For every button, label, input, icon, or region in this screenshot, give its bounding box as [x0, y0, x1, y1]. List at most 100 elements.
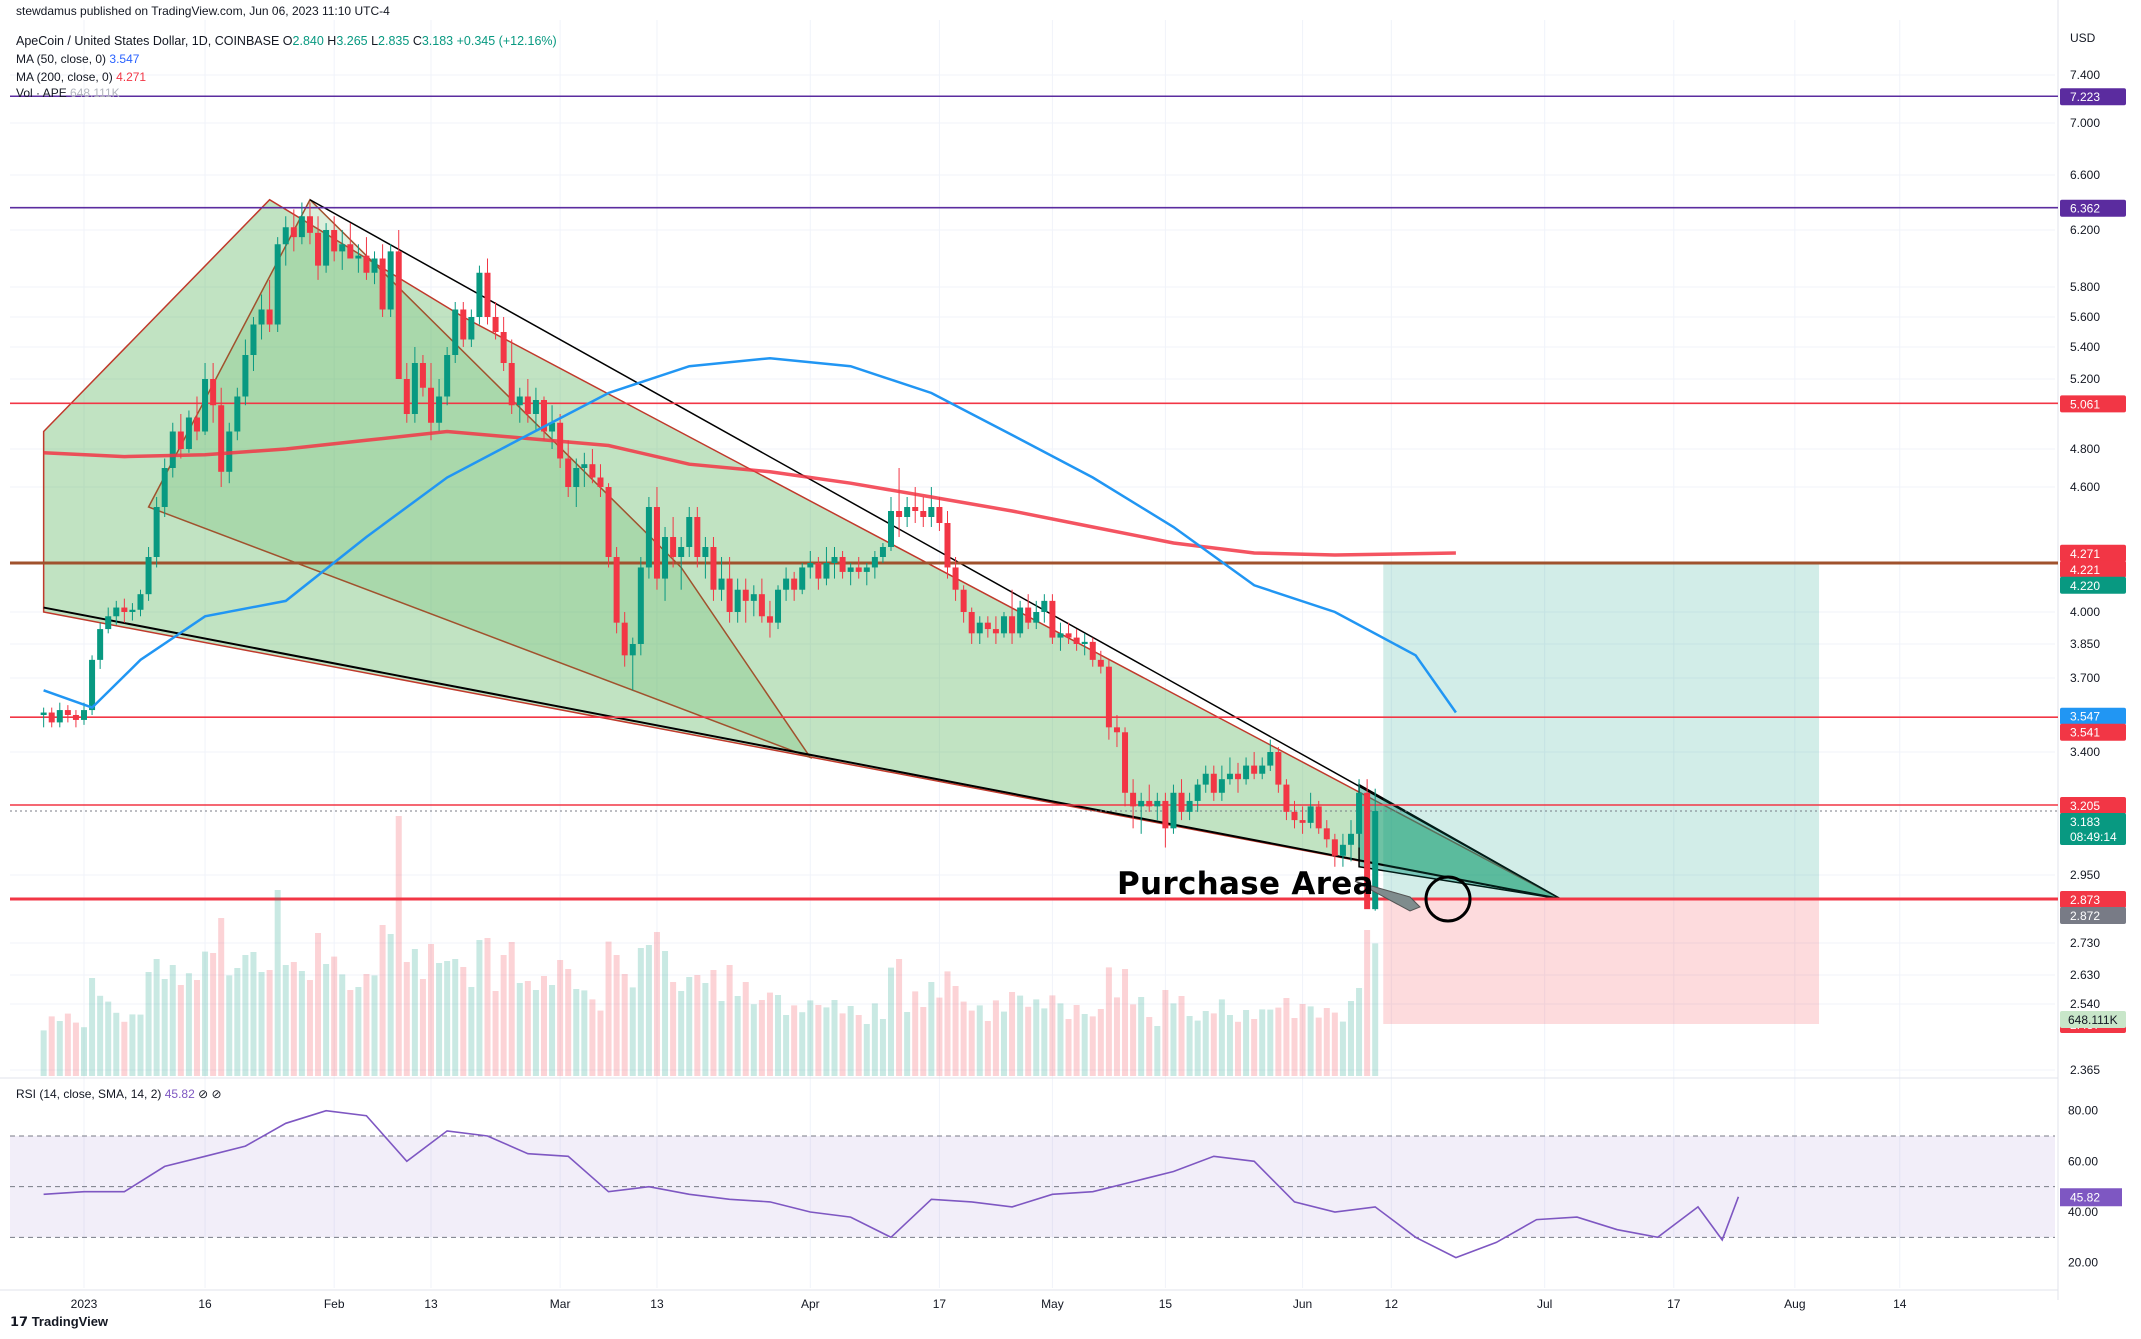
- candle-body: [1049, 600, 1056, 638]
- volume-bar: [815, 1005, 822, 1076]
- time-tick-label: 14: [1893, 1297, 1907, 1311]
- candle: [775, 585, 782, 630]
- candle-body: [1113, 727, 1120, 733]
- low-label: L: [371, 34, 379, 48]
- candle: [936, 497, 943, 531]
- upper-trendline: [309, 199, 1562, 900]
- candle: [419, 355, 426, 397]
- candle: [315, 216, 322, 280]
- volume-bar: [419, 979, 426, 1076]
- candle: [1331, 833, 1338, 867]
- purchase-circle: [1424, 875, 1472, 923]
- candle-body: [1146, 800, 1153, 807]
- volume-bar: [363, 974, 370, 1076]
- candle-body: [879, 547, 886, 557]
- candle-body: [476, 272, 483, 317]
- candle-body: [266, 309, 273, 325]
- candle-body: [298, 216, 305, 238]
- candle: [97, 622, 104, 669]
- take-profit-zone: [1383, 563, 1820, 899]
- close-label: C: [412, 34, 422, 48]
- volume-bar: [129, 1014, 136, 1076]
- candle: [282, 216, 289, 266]
- candle: [1299, 806, 1306, 834]
- volume-bar: [395, 816, 402, 1076]
- candle: [1291, 800, 1298, 829]
- volume-legend[interactable]: Vol · APE 648.111K: [16, 86, 120, 100]
- volume-bar: [1146, 1017, 1153, 1076]
- candle: [686, 507, 693, 557]
- ma50-legend[interactable]: MA (50, close, 0) 3.547: [16, 52, 140, 66]
- candle-body: [436, 396, 443, 423]
- candle-body: [815, 563, 822, 579]
- ma200-legend[interactable]: MA (200, close, 0) 4.271: [16, 70, 147, 84]
- candle: [1170, 784, 1177, 834]
- volume-bar: [1331, 1012, 1338, 1076]
- volume-bar: [557, 960, 564, 1076]
- candle: [524, 379, 531, 423]
- candle: [89, 655, 96, 715]
- candle-body: [145, 557, 152, 595]
- candle-body: [1033, 612, 1040, 623]
- candle-body: [1372, 811, 1379, 910]
- candle-body: [799, 567, 806, 590]
- price-badge-text: 2.872: [2070, 909, 2100, 923]
- candle: [444, 347, 451, 406]
- volume-bar: [339, 974, 346, 1076]
- candle-body: [1323, 828, 1330, 840]
- price-badge-bg: [2060, 723, 2126, 741]
- candle-body: [1347, 833, 1354, 845]
- rsi-legend[interactable]: RSI (14, close, SMA, 14, 2) 45.82 ⊘ ⊘: [16, 1087, 222, 1101]
- purchase-arrow-icon: [1354, 880, 1421, 912]
- candle-body: [1105, 666, 1112, 728]
- price-tick-label: 7.000: [2070, 116, 2100, 130]
- volume-bar: [1041, 1008, 1048, 1076]
- candle: [1347, 820, 1354, 862]
- candle: [1009, 589, 1016, 644]
- candle-body: [1186, 800, 1193, 812]
- candle-body: [637, 567, 644, 644]
- volume-bar: [758, 1000, 765, 1076]
- candle-body: [573, 468, 580, 487]
- lower-trendline: [43, 606, 1561, 900]
- rsi-value: 45.82: [164, 1087, 195, 1101]
- volume-bar: [645, 945, 652, 1076]
- volume-bar: [72, 1022, 79, 1076]
- volume-bar: [1033, 999, 1040, 1076]
- change-value: +0.345 (+12.16%): [456, 34, 557, 48]
- candle-body: [452, 309, 459, 355]
- volume-bar: [992, 1000, 999, 1076]
- price-tick-label: 3.700: [2070, 671, 2100, 685]
- candle: [847, 563, 854, 586]
- volume-bar: [1186, 1016, 1193, 1076]
- price-badge-bg: [2060, 199, 2126, 217]
- candle-body: [1267, 752, 1274, 766]
- volume-bar: [904, 1012, 911, 1076]
- volume-bar: [1323, 1008, 1330, 1076]
- volume-bar: [1057, 1003, 1064, 1076]
- volume-bar: [81, 1027, 87, 1076]
- volume-bar: [678, 991, 685, 1076]
- price-badge: 6.362: [2060, 199, 2126, 217]
- candle-body: [56, 710, 63, 723]
- candle: [1081, 633, 1088, 656]
- candle-body: [379, 258, 386, 310]
- candle-body: [589, 464, 596, 478]
- candle: [960, 585, 967, 623]
- candle: [355, 244, 362, 273]
- candle: [581, 452, 588, 487]
- price-tick-label: 7.400: [2070, 68, 2100, 82]
- candle-body: [1364, 792, 1371, 910]
- candle: [920, 497, 927, 527]
- candle-body: [202, 379, 209, 432]
- volume-bar: [1356, 988, 1363, 1076]
- candle: [492, 302, 499, 340]
- volume-bar: [355, 987, 362, 1076]
- volume-bar: [274, 890, 281, 1076]
- candle: [258, 294, 265, 340]
- volume-bar: [105, 1001, 112, 1076]
- candle: [387, 244, 394, 317]
- candle: [1307, 792, 1314, 829]
- candle-body: [1057, 633, 1064, 638]
